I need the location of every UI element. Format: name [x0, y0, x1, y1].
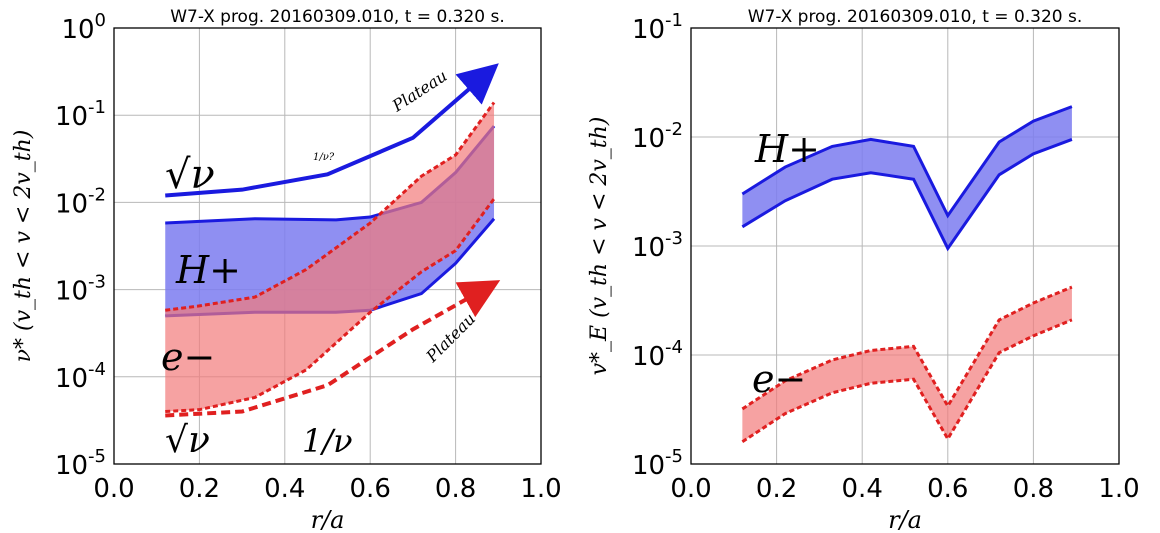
y-tick-label: 10-4 — [55, 359, 106, 394]
y-tick-label: 10-4 — [632, 337, 683, 372]
x-tick-label: 1.0 — [1098, 474, 1139, 504]
annotation-e-label: e− — [161, 335, 215, 379]
annotation-h-label: H+ — [175, 248, 241, 292]
x-axis-label: r/a — [888, 506, 922, 533]
x-tick-label: 0.4 — [842, 474, 883, 504]
chart-title: W7-X prog. 20160309.010, t = 0.320 s. — [748, 7, 1083, 27]
plot-frame — [113, 27, 542, 465]
band-e — [165, 102, 495, 412]
band-lower-line — [741, 318, 1073, 444]
left-chart-panel: 0.0 0.2 0.4 0.6 0.8 1.0 100 10-1 10-2 10-3 10-4 10-… — [11, 7, 562, 533]
band-upper-line — [741, 285, 1073, 411]
x-tick-label: 0.2 — [756, 474, 797, 504]
y-tick-label: 100 — [61, 10, 106, 45]
x-axis-label: r/a — [311, 506, 345, 533]
band-lower-line — [165, 197, 496, 413]
y-tick-label: 10-1 — [632, 10, 683, 45]
band-e — [742, 287, 1072, 442]
y-tick-label: 10-2 — [55, 184, 106, 219]
y-tick-label: 10-3 — [632, 228, 683, 263]
chart-title: W7-X prog. 20160309.010, t = 0.320 s. — [170, 7, 505, 27]
red-regime-arrow — [165, 280, 501, 418]
annotation-sqrt-nu-bottom: √ν — [165, 420, 210, 461]
y-tick-label: 10-1 — [55, 97, 106, 132]
blue-regime-arrow — [165, 63, 499, 198]
y-axis-label: ν* (v_th < v < 2v_th) — [11, 130, 36, 363]
x-tick-label: 0.8 — [1013, 474, 1054, 504]
x-tick-label: 0.0 — [670, 474, 711, 504]
x-tick-label: 0.8 — [435, 474, 476, 504]
y-tick-label: 10-3 — [55, 272, 106, 307]
y-axis-label: v*_E (v_th < v < 2v_th) — [587, 117, 612, 376]
annotation-h-label: H+ — [754, 127, 820, 171]
x-tick-label: 1.0 — [520, 474, 561, 504]
band-upper-line — [165, 101, 496, 312]
band-lower-line — [741, 138, 1073, 252]
annotation-plateau-top: Plateau — [388, 66, 450, 116]
annotation-e-label: e− — [752, 357, 806, 401]
annotation-plateau-bottom: Plateau — [422, 309, 479, 366]
x-tick-label: 0.6 — [927, 474, 968, 504]
x-tick-label: 0.0 — [93, 474, 134, 504]
x-tick-label: 0.2 — [179, 474, 220, 504]
plot-frame — [690, 27, 1120, 465]
annotation-sqrt-nu-top: √ν — [165, 152, 215, 198]
y-tick-label: 10-2 — [632, 119, 683, 154]
x-tick-label: 0.4 — [264, 474, 305, 504]
x-tick-label: 0.6 — [350, 474, 391, 504]
annotation-one-over-nu-small: 1/ν? — [313, 152, 335, 163]
band-upper-line — [741, 105, 1073, 219]
y-tick-label: 10-5 — [632, 446, 683, 481]
right-chart-panel: 0.0 0.2 0.4 0.6 0.8 1.0 10-1 10-2 10-3 10-4 10-5 W7… — [587, 7, 1140, 533]
annotation-one-over-nu: 1/ν — [302, 422, 353, 460]
y-tick-label: 10-5 — [55, 446, 106, 481]
